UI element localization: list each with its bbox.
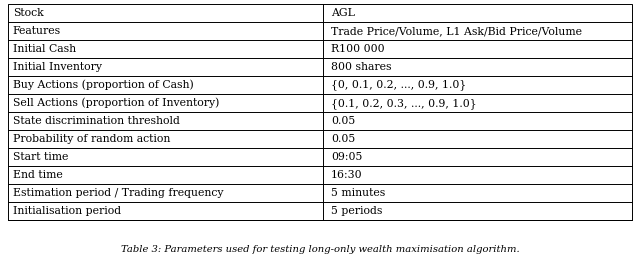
- Text: 5 minutes: 5 minutes: [331, 188, 385, 198]
- Text: 09:05: 09:05: [331, 152, 362, 162]
- Bar: [8, 4, 632, 220]
- Text: State discrimination threshold: State discrimination threshold: [13, 116, 180, 126]
- Text: Initial Inventory: Initial Inventory: [13, 62, 102, 72]
- Text: R100 000: R100 000: [331, 44, 385, 54]
- Text: Buy Actions (proportion of Cash): Buy Actions (proportion of Cash): [13, 80, 193, 91]
- Text: Stock: Stock: [13, 8, 44, 18]
- Text: {0, 0.1, 0.2, ..., 0.9, 1.0}: {0, 0.1, 0.2, ..., 0.9, 1.0}: [331, 80, 466, 91]
- Text: Initialisation period: Initialisation period: [13, 206, 121, 216]
- Text: Start time: Start time: [13, 152, 68, 162]
- Text: 800 shares: 800 shares: [331, 62, 391, 72]
- Text: Probability of random action: Probability of random action: [13, 134, 170, 144]
- Text: Table 3: Parameters used for testing long-only wealth maximisation algorithm.: Table 3: Parameters used for testing lon…: [121, 245, 519, 254]
- Text: {0.1, 0.2, 0.3, ..., 0.9, 1.0}: {0.1, 0.2, 0.3, ..., 0.9, 1.0}: [331, 98, 476, 108]
- Text: 16:30: 16:30: [331, 170, 362, 180]
- Text: Initial Cash: Initial Cash: [13, 44, 76, 54]
- Text: Sell Actions (proportion of Inventory): Sell Actions (proportion of Inventory): [13, 98, 219, 108]
- Text: Features: Features: [13, 26, 61, 36]
- Text: Estimation period / Trading frequency: Estimation period / Trading frequency: [13, 188, 223, 198]
- Text: Trade Price/Volume, L1 Ask/Bid Price/Volume: Trade Price/Volume, L1 Ask/Bid Price/Vol…: [331, 26, 582, 36]
- Text: 0.05: 0.05: [331, 116, 355, 126]
- Text: 0.05: 0.05: [331, 134, 355, 144]
- Text: 5 periods: 5 periods: [331, 206, 382, 216]
- Text: AGL: AGL: [331, 8, 355, 18]
- Text: End time: End time: [13, 170, 63, 180]
